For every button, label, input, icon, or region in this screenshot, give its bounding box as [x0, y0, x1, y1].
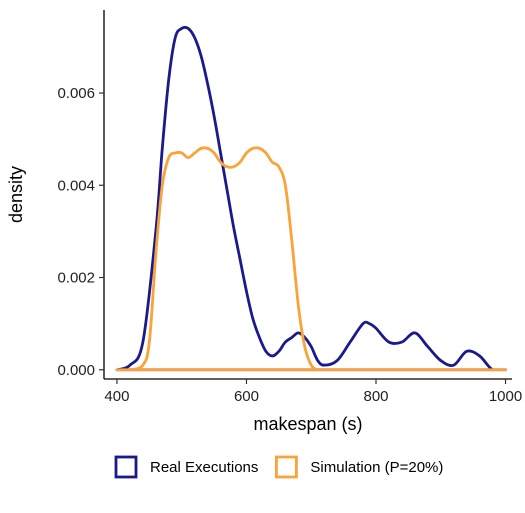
density-curve-simulation	[115, 146, 507, 372]
legend-label-simulation: Simulation (P=20%)	[310, 459, 443, 476]
y-tick-label: 0.004	[57, 177, 95, 194]
x-tick-label: 1000	[489, 388, 522, 405]
legend: Real Executions Simulation (P=20%)	[114, 455, 443, 479]
axes	[103, 10, 512, 380]
density-curve-real-executions	[115, 25, 507, 372]
legend-key-real-executions	[114, 455, 138, 479]
y-tick-label: 0.002	[57, 270, 95, 287]
x-tick-label: 800	[363, 388, 388, 405]
legend-label-real-executions: Real Executions	[150, 459, 258, 476]
y-tick-label: 0.006	[57, 85, 95, 102]
y-tick-label: 0.000	[57, 362, 95, 379]
x-tick-label: 400	[104, 388, 129, 405]
x-tick-label: 600	[234, 388, 259, 405]
y-axis-title: density	[6, 166, 26, 223]
ticks: 400 600 800 1000 0.000 0.002 0.004 0.006	[57, 85, 522, 405]
plot-area	[115, 25, 507, 372]
legend-key-simulation	[275, 455, 298, 479]
x-axis-title: makespan (s)	[253, 414, 362, 434]
